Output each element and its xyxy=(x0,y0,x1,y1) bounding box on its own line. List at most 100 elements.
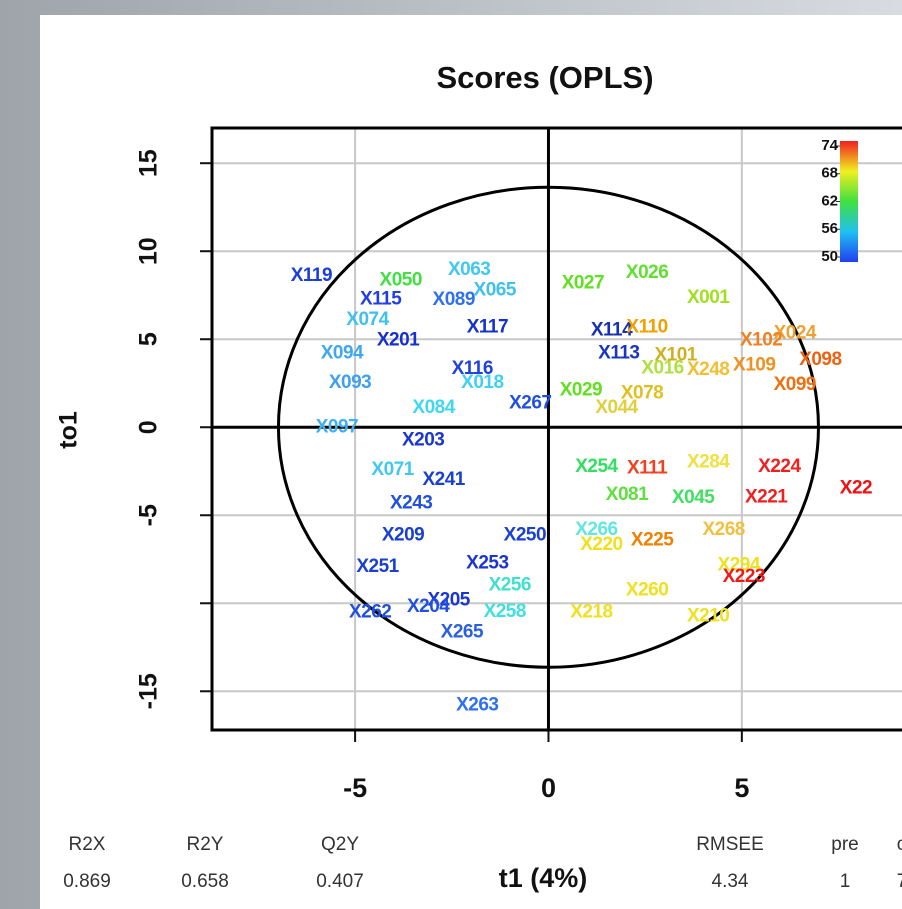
point-label: X22 xyxy=(840,477,872,498)
point-label: X094 xyxy=(321,342,364,363)
stat-value: 1 xyxy=(840,871,851,892)
point-label: X268 xyxy=(702,519,744,540)
point-label: X218 xyxy=(570,601,612,622)
point-label: X093 xyxy=(329,372,371,393)
point-label: X258 xyxy=(484,601,526,622)
point-label: X251 xyxy=(356,556,399,577)
x-tick-label: 5 xyxy=(734,773,749,803)
point-label: X050 xyxy=(380,269,422,290)
stat-value: 4.34 xyxy=(712,871,749,892)
point-label: X117 xyxy=(467,316,508,337)
point-label: X265 xyxy=(441,621,484,642)
y-tick-label: 0 xyxy=(135,420,163,434)
point-label: X253 xyxy=(466,552,508,573)
point-label: X109 xyxy=(733,354,775,375)
point-label: X243 xyxy=(390,492,432,513)
colorbar-label: 56 xyxy=(821,220,838,237)
x-tick-label: 0 xyxy=(541,773,556,803)
point-label: X205 xyxy=(427,589,470,610)
point-label: X248 xyxy=(687,359,729,380)
point-label: X294 xyxy=(718,554,761,575)
point-label: X071 xyxy=(371,459,414,480)
point-label: X097 xyxy=(316,416,358,437)
point-label: X029 xyxy=(560,379,602,400)
point-label: X223 xyxy=(723,566,765,587)
point-label: X220 xyxy=(580,534,622,555)
y-tick-label: 10 xyxy=(135,237,163,265)
y-tick-label: -5 xyxy=(135,504,163,526)
point-label: X063 xyxy=(448,259,490,280)
confidence-ellipse xyxy=(276,185,820,669)
point-label: X078 xyxy=(621,382,663,403)
point-label: X115 xyxy=(360,288,402,309)
stat-name: RMSEE xyxy=(696,834,764,855)
point-label: X204 xyxy=(407,596,450,617)
point-label: X102 xyxy=(740,329,782,350)
y-tick-label: -15 xyxy=(135,673,163,709)
point-label: X101 xyxy=(655,344,698,365)
point-label: X221 xyxy=(745,486,788,507)
point-label: X224 xyxy=(758,456,801,477)
point-label: X084 xyxy=(412,397,455,418)
point-label: X266 xyxy=(575,519,617,540)
point-label: X250 xyxy=(504,524,546,545)
point-label: X099 xyxy=(774,374,816,395)
stat-name: R2Y xyxy=(187,834,224,855)
point-label: X074 xyxy=(346,309,389,330)
point-label: X045 xyxy=(672,487,715,508)
point-label: X001 xyxy=(687,287,730,308)
point-label: X241 xyxy=(422,469,465,490)
colorbar xyxy=(840,141,858,262)
point-label: X267 xyxy=(509,392,551,413)
y-axis-label: to1 xyxy=(55,411,83,449)
point-label: X110 xyxy=(626,316,667,337)
point-label: X018 xyxy=(461,372,503,393)
stat-value: 0.869 xyxy=(63,871,111,892)
y-tick-label: 15 xyxy=(135,149,163,177)
y-tick-label: 5 xyxy=(135,332,163,346)
point-label: X114 xyxy=(591,319,633,340)
colorbar-label: 68 xyxy=(821,165,838,182)
plot-frame xyxy=(210,126,902,732)
point-label: X262 xyxy=(349,601,391,622)
point-label: X065 xyxy=(474,279,517,300)
stat-value: 0.658 xyxy=(181,871,229,892)
point-label: X024 xyxy=(774,322,817,343)
point-label: X027 xyxy=(562,272,604,293)
point-label: X210 xyxy=(687,605,729,626)
stat-name: Q2Y xyxy=(321,834,359,855)
point-label: X113 xyxy=(598,342,639,363)
stat-name: pre xyxy=(831,834,858,855)
point-label: X089 xyxy=(433,289,475,310)
point-label: X201 xyxy=(377,329,420,350)
colorbar-label: 62 xyxy=(821,192,838,209)
point-label: X284 xyxy=(687,451,730,472)
point-label: X225 xyxy=(631,529,674,550)
point-label: X263 xyxy=(456,694,498,715)
point-label: X044 xyxy=(595,397,638,418)
x-axis-label: t1 (4%) xyxy=(499,863,588,893)
chart-title: Scores (OPLS) xyxy=(436,60,653,95)
stat-name: o xyxy=(897,834,902,855)
colorbar-label: 50 xyxy=(821,248,838,265)
point-label: X119 xyxy=(291,265,332,286)
point-label: X098 xyxy=(799,349,841,370)
point-label: X203 xyxy=(402,429,444,450)
stat-value: 7 xyxy=(897,871,902,892)
point-label: X209 xyxy=(382,524,424,545)
point-label: X260 xyxy=(626,579,668,600)
point-label: X081 xyxy=(606,484,649,505)
point-label: X254 xyxy=(575,456,618,477)
point-label: X256 xyxy=(489,574,531,595)
x-tick-label: -5 xyxy=(343,773,367,803)
point-label: X016 xyxy=(641,357,683,378)
colorbar-label: 74 xyxy=(821,137,838,154)
point-label: X116 xyxy=(452,358,493,379)
stat-value: 0.407 xyxy=(316,871,364,892)
point-label: X111 xyxy=(627,457,668,478)
stat-name: R2X xyxy=(69,834,106,855)
